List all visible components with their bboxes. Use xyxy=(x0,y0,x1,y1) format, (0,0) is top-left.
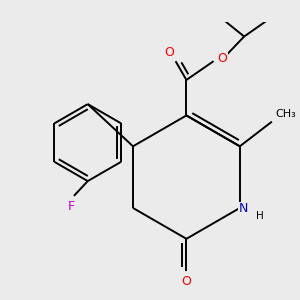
Text: O: O xyxy=(218,52,227,65)
Text: O: O xyxy=(165,46,175,59)
Text: H: H xyxy=(256,212,263,221)
Text: F: F xyxy=(68,200,75,213)
Text: N: N xyxy=(239,202,248,215)
Text: CH₃: CH₃ xyxy=(275,109,296,119)
Text: O: O xyxy=(182,275,191,288)
